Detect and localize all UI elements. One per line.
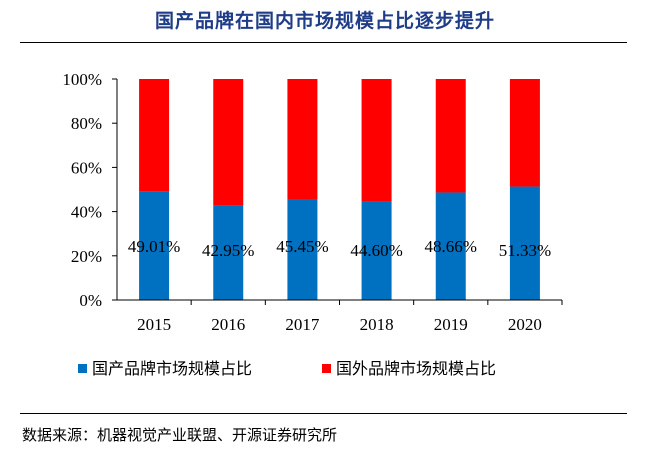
- bar-foreign-2020: [509, 79, 540, 187]
- source-rule: [20, 413, 627, 414]
- bar-domestic-2019: [435, 192, 466, 300]
- x-tick-label-2017: 2017: [285, 315, 320, 334]
- bar-domestic-2018: [361, 201, 392, 300]
- bar-foreign-2018: [361, 79, 392, 202]
- data-label-2015: 49.01%: [128, 237, 180, 256]
- x-tick-label-2015: 2015: [137, 315, 171, 334]
- bar-domestic-2015: [139, 191, 170, 300]
- data-label-2016: 42.95%: [202, 241, 254, 260]
- y-tick-label: 20%: [71, 247, 102, 266]
- bar-foreign-2016: [213, 79, 244, 206]
- data-label-2018: 44.60%: [350, 241, 402, 260]
- legend-label-0: 国产品牌市场规模占比: [92, 359, 252, 378]
- x-tick-label-2016: 2016: [211, 315, 245, 334]
- y-tick-label: 80%: [71, 114, 102, 133]
- data-label-2019: 48.66%: [425, 237, 477, 256]
- chart-title: 国产品牌在国内市场规模占比逐步提升: [154, 10, 495, 32]
- y-tick-label: 100%: [62, 70, 102, 89]
- bar-domestic-2017: [287, 199, 318, 300]
- bar-foreign-2019: [435, 79, 466, 193]
- y-tick-label: 40%: [71, 203, 102, 222]
- legend-swatch-0: [78, 364, 87, 373]
- y-tick-label: 0%: [79, 291, 102, 310]
- legend-label-1: 国外品牌市场规模占比: [336, 359, 496, 378]
- bar-domestic-2016: [213, 205, 244, 300]
- x-tick-label-2018: 2018: [360, 315, 394, 334]
- legend-swatch-1: [322, 364, 331, 373]
- bar-foreign-2015: [139, 79, 170, 192]
- title-rule: [20, 42, 627, 43]
- data-label-2017: 45.45%: [276, 237, 328, 256]
- data-label-2020: 51.33%: [499, 241, 551, 260]
- x-tick-label-2019: 2019: [434, 315, 468, 334]
- bar-foreign-2017: [287, 79, 318, 200]
- bar-domestic-2020: [509, 186, 540, 300]
- x-tick-label-2020: 2020: [508, 315, 542, 334]
- source-note: 数据来源：机器视觉产业联盟、开源证券研究所: [22, 426, 338, 444]
- y-tick-label: 60%: [71, 158, 102, 177]
